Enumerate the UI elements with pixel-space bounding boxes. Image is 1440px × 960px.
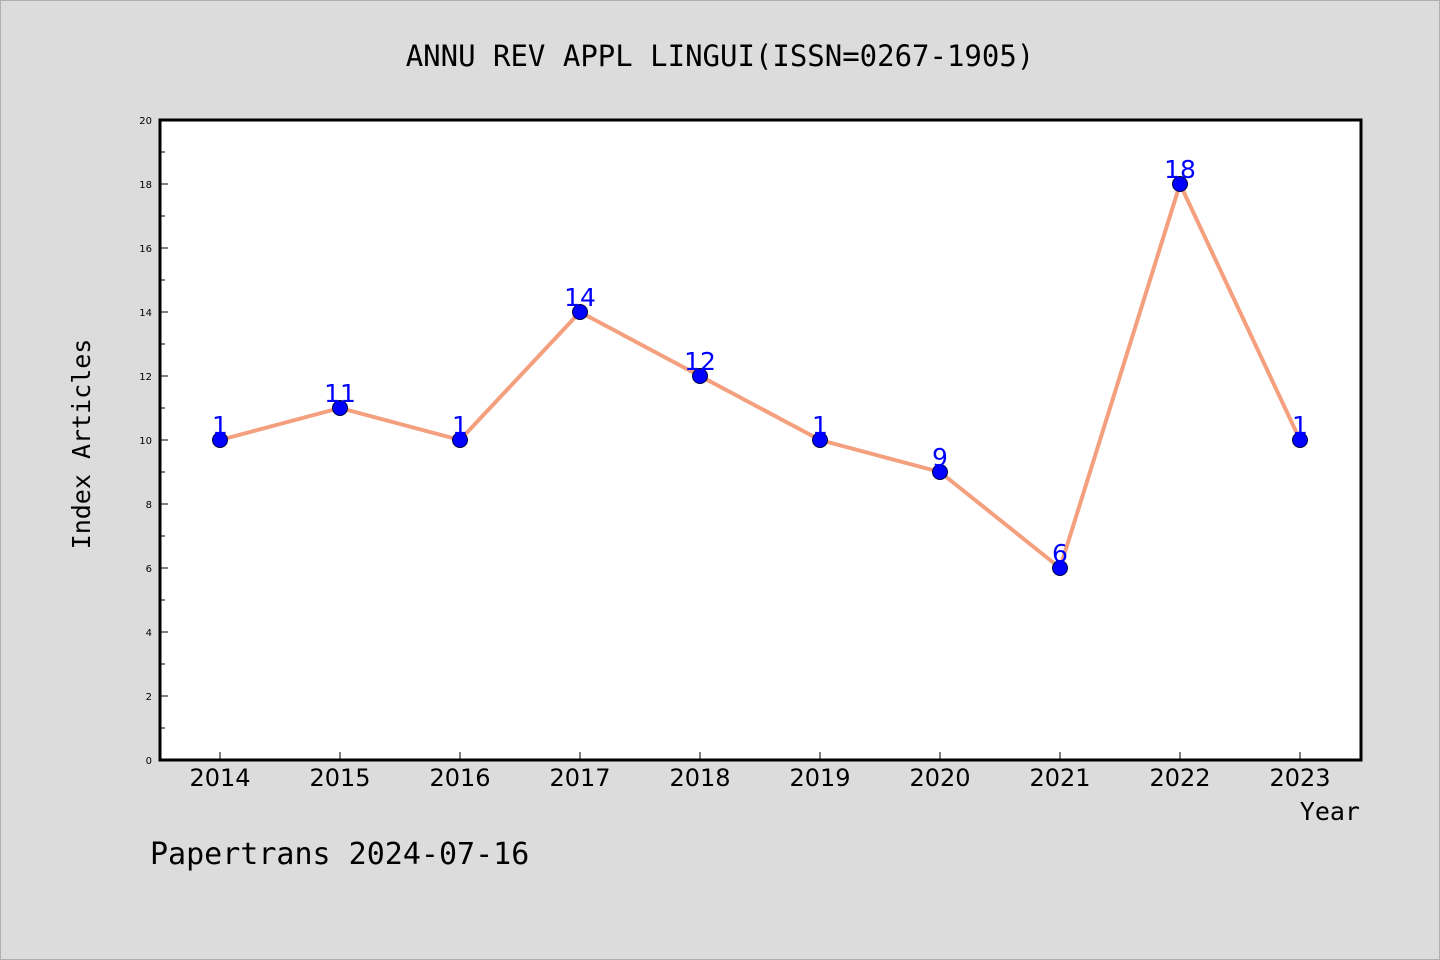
x-tick-label: 2016 — [429, 764, 490, 792]
y-tick-label: 8 — [146, 500, 152, 511]
data-point — [692, 368, 708, 384]
y-axis-label: Index Articles — [67, 339, 96, 550]
chart-title: ANNU REV APPL LINGUI(ISSN=0267-1905) — [406, 39, 1035, 73]
x-tick-label: 2019 — [789, 764, 850, 792]
y-tick-label: 4 — [146, 628, 152, 639]
data-label: 1 — [812, 411, 828, 440]
data-point — [212, 432, 228, 448]
data-point — [932, 464, 948, 480]
x-tick-label: 2014 — [189, 764, 250, 792]
series-line — [219, 182, 1302, 570]
x-tick-label: 2015 — [309, 764, 370, 792]
series-markers — [212, 176, 1308, 576]
y-tick-label: 12 — [139, 372, 152, 383]
y-tick-label: 0 — [146, 756, 152, 767]
x-tick-label: 2018 — [669, 764, 730, 792]
data-label: 9 — [932, 443, 948, 472]
data-point — [812, 432, 828, 448]
data-point — [1172, 176, 1188, 192]
x-axis: 2014 2015 2016 2017 2018 2019 2020 2021 2022 2023 — [189, 752, 1331, 792]
x-tick-label: 2020 — [909, 764, 970, 792]
data-point — [572, 304, 588, 320]
data-label: 1 — [212, 411, 228, 440]
y-tick-label: 14 — [139, 308, 152, 319]
data-label: 6 — [1052, 539, 1068, 568]
x-tick-label: 2017 — [549, 764, 610, 792]
data-label: 1 — [1292, 411, 1308, 440]
data-label: 1 — [452, 411, 468, 440]
data-label: 12 — [684, 347, 716, 376]
y-axis: 0 2 4 6 8 10 12 14 16 18 20 — [139, 116, 168, 767]
x-tick-label: 2023 — [1269, 764, 1330, 792]
x-axis-label: Year — [1300, 797, 1360, 826]
data-label: 14 — [564, 283, 596, 312]
y-tick-label: 6 — [146, 564, 152, 575]
data-point — [452, 432, 468, 448]
data-label: 11 — [324, 379, 356, 408]
x-tick-label: 2021 — [1029, 764, 1090, 792]
plot-area — [158, 118, 1363, 762]
y-tick-label: 16 — [139, 244, 152, 255]
data-point — [1052, 560, 1068, 576]
footer-watermark: Papertrans 2024-07-16 — [150, 837, 529, 872]
y-tick-label: 2 — [146, 692, 152, 703]
y-tick-label: 20 — [139, 116, 152, 127]
x-tick-label: 2022 — [1149, 764, 1210, 792]
y-tick-label: 10 — [139, 436, 152, 447]
data-point — [1292, 432, 1308, 448]
data-label: 18 — [1164, 155, 1196, 184]
y-tick-label: 18 — [139, 180, 152, 191]
data-point — [332, 400, 348, 416]
